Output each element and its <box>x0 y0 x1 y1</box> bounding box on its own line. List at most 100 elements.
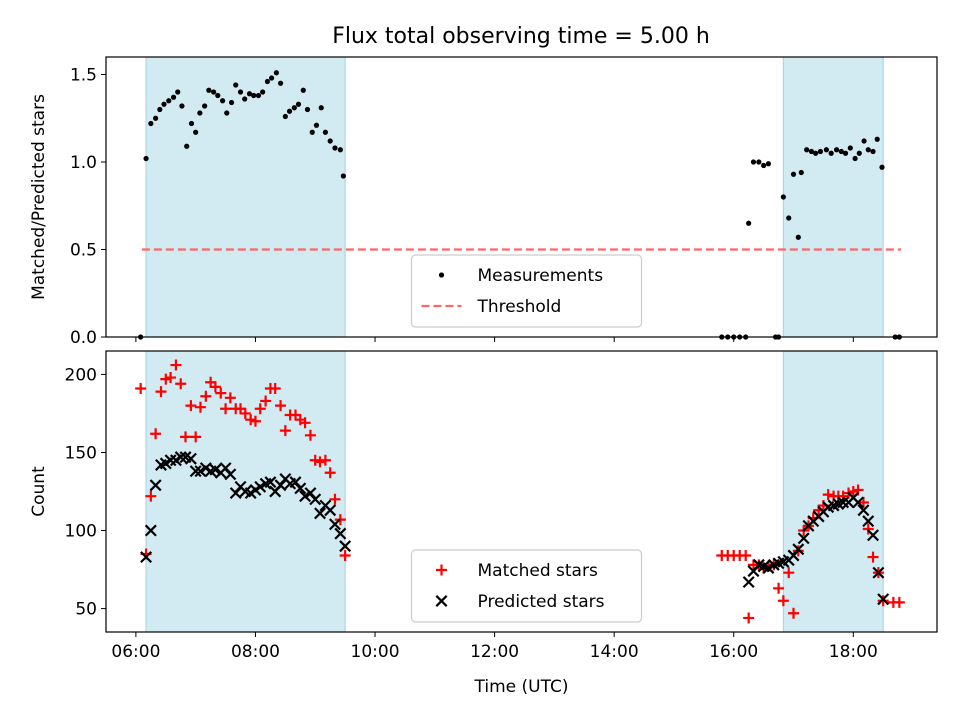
measurement-point <box>332 145 338 151</box>
matched-point <box>170 359 182 371</box>
measurement-point <box>813 150 819 156</box>
measurement-point <box>179 103 185 109</box>
measurement-point <box>233 82 239 88</box>
measurement-point <box>251 92 257 99</box>
predicted-point <box>140 551 153 564</box>
predicted-point <box>149 479 162 492</box>
legend-marker <box>435 595 448 607</box>
measurement-point <box>188 120 195 127</box>
measurement-point <box>264 78 271 85</box>
measurement-point <box>786 215 792 221</box>
matched-point <box>194 401 206 413</box>
matched-point <box>180 431 192 443</box>
measurement-point <box>746 220 752 226</box>
measurement-point <box>861 138 867 144</box>
measurement-point <box>790 171 797 177</box>
measurement-point <box>237 89 244 95</box>
matched-point <box>200 390 212 402</box>
matched-point <box>893 596 905 608</box>
matched-point <box>847 486 859 497</box>
matched-point <box>299 417 311 429</box>
predicted-point <box>797 532 810 545</box>
predicted-point <box>264 476 277 489</box>
matched-point <box>788 607 800 619</box>
x-tick-label: 12:00 <box>470 642 519 662</box>
measurement-point <box>269 75 275 81</box>
measurement-point <box>153 115 159 121</box>
measurement-point <box>340 173 346 179</box>
matched-point <box>224 392 236 404</box>
y-tick-label: 0.0 <box>70 328 97 348</box>
measurement-point <box>295 101 302 107</box>
legend-marker <box>436 564 447 576</box>
predicted-point <box>852 496 865 509</box>
measurement-point <box>286 108 293 114</box>
matched-point <box>877 595 889 607</box>
measurement-point <box>852 155 858 162</box>
measurement-point <box>756 159 762 165</box>
measurement-point <box>202 103 208 109</box>
matched-point <box>279 425 291 437</box>
matched-point <box>190 431 202 443</box>
matched-point <box>239 407 251 419</box>
predicted-point <box>857 504 870 517</box>
measurement-point <box>838 148 844 155</box>
measurement-point <box>161 101 167 107</box>
matched-point <box>783 567 795 579</box>
matched-point <box>275 400 287 412</box>
y-tick-label: 200 <box>65 365 97 385</box>
chart-title: Flux total observing time = 5.00 h <box>332 24 710 49</box>
predicted-point <box>309 493 322 506</box>
x-tick-label: 08:00 <box>231 642 280 662</box>
measurement-point <box>833 147 840 153</box>
x-tick-label: 10:00 <box>351 642 400 662</box>
matched-point <box>740 550 752 562</box>
measurement-point <box>148 120 154 127</box>
predicted-point <box>314 507 327 520</box>
count-panel: 50 100 150 200 06:00 08:00 10:00 12:00 14:00 16:0… <box>29 350 938 697</box>
matched-point <box>145 490 157 502</box>
matched-point <box>135 382 147 394</box>
measurement-point <box>765 161 772 167</box>
y-tick-label: 1.0 <box>70 153 97 173</box>
measurement-point <box>750 159 757 165</box>
measurement-point <box>804 147 810 153</box>
predicted-point <box>294 482 307 495</box>
predicted-point <box>184 452 197 465</box>
y-tick-label: 0.5 <box>70 241 97 261</box>
measurement-point <box>313 122 320 128</box>
predicted-point <box>254 480 267 493</box>
measurement-point <box>273 70 279 76</box>
predicted-point <box>194 465 207 478</box>
matched-point <box>339 550 351 562</box>
predicted-point <box>339 540 352 553</box>
x-tick-label: 16:00 <box>709 642 758 662</box>
matched-point <box>822 489 834 501</box>
measurement-point <box>304 106 311 113</box>
measurement-point <box>206 87 212 93</box>
matched-point <box>260 395 272 407</box>
measurement-point <box>255 92 262 99</box>
matched-point <box>857 496 869 508</box>
measurement-point <box>808 148 815 155</box>
measurement-point <box>300 87 306 93</box>
matched-point <box>314 456 326 468</box>
x-tick-label: 18:00 <box>829 642 878 662</box>
matched-point <box>329 493 341 505</box>
predicted-point <box>334 527 347 540</box>
y-tick-label: 100 <box>65 522 97 542</box>
matched-point <box>150 428 162 440</box>
measurement-point <box>823 147 829 153</box>
measurement-point <box>184 143 190 149</box>
legend-label: Threshold <box>477 297 562 317</box>
measurement-point <box>166 98 172 104</box>
legend-label: Predicted stars <box>478 592 605 612</box>
measurement-point <box>219 98 226 104</box>
observing-window <box>146 57 346 337</box>
predicted-point <box>324 504 337 517</box>
measurement-point <box>327 138 333 144</box>
predicted-point <box>742 576 755 589</box>
measurement-point <box>157 106 163 113</box>
matched-point <box>862 523 874 535</box>
measurement-point <box>291 105 297 111</box>
